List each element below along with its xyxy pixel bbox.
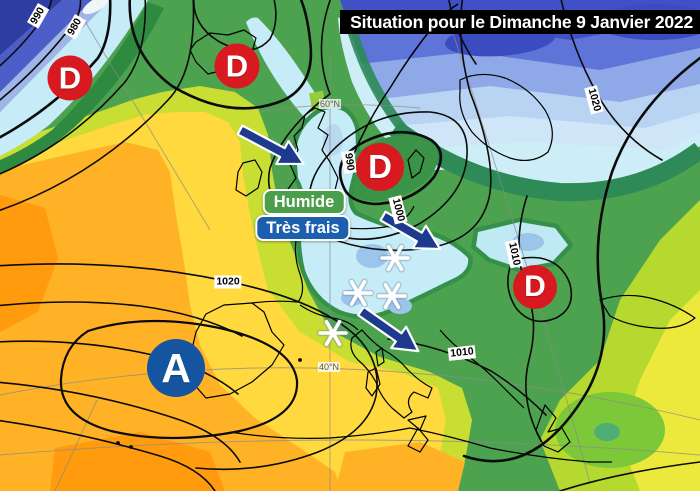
latitude-label: 60°N [318, 99, 342, 109]
isobar-label: 990 [341, 150, 357, 174]
title-banner: Situation pour le Dimanche 9 Janvier 202… [340, 10, 700, 34]
wind-arrow-icon [236, 124, 305, 166]
latitude-label: 40°N [317, 362, 341, 372]
low-pressure-marker: D [356, 143, 404, 191]
tres-frais-badge: Très frais [255, 215, 351, 241]
low-pressure-marker: D [214, 43, 260, 89]
high-pressure-marker: A [147, 339, 205, 397]
wind-arrow-icon [357, 305, 420, 353]
low-pressure-marker: D [513, 265, 557, 309]
snowflake-icons [316, 243, 412, 348]
isobar-label: 1020 [214, 275, 242, 289]
humide-badge: Humide [262, 189, 346, 215]
low-pressure-marker: D [47, 55, 93, 101]
